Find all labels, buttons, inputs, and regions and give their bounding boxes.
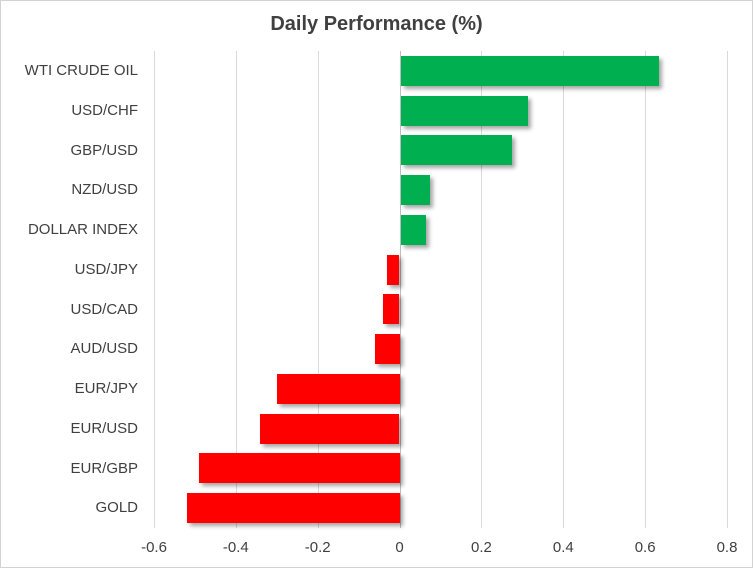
gridline [645,51,646,528]
negative-bar-usd-jpy [387,254,399,285]
positive-bar-usd-chf [401,95,528,126]
category-label: WTI CRUDE OIL [24,62,138,79]
x-tick-label: 0.2 [470,539,492,556]
x-tick-label: 0.4 [552,539,574,556]
x-tick-label: 0.6 [634,539,656,556]
category-label: USD/CHF [71,101,138,119]
negative-bar-eur-usd [260,413,399,444]
positive-bar-gbp-usd [401,135,512,166]
positive-bar-wti-crude-oil [401,55,659,86]
negative-bar-usd-cad [383,294,399,325]
zero-axis-line [400,51,401,528]
gridline [154,51,155,528]
category-label: DOLLAR INDEX [27,221,138,238]
negative-bar-eur-jpy [277,373,400,404]
x-tick-label: -0.6 [141,539,167,556]
category-label: NZD/USD [71,181,138,199]
category-label: GOLD [95,499,138,517]
gridline [727,51,728,528]
x-tick-label: 0.8 [716,539,738,556]
gridline [563,51,564,528]
category-label: EUR/GBP [70,459,138,477]
chart-title: Daily Performance (%) [270,13,483,35]
category-label: AUD/USD [70,340,138,358]
negative-bar-gold [187,493,400,524]
gridline [318,51,319,528]
gridline [481,51,482,528]
x-tick-label: -0.2 [304,539,331,556]
category-label: USD/JPY [74,260,138,278]
negative-bar-aud-usd [375,334,400,365]
x-tick-label: -0.4 [222,539,249,556]
category-label: EUR/JPY [74,380,138,397]
plot-area [154,51,728,528]
category-label: EUR/USD [70,419,138,437]
x-tick-label: 0 [395,539,404,556]
category-label: GBP/USD [70,141,138,159]
gridline [236,51,237,528]
negative-bar-eur-gbp [199,453,400,484]
positive-bar-nzd-usd [401,175,430,206]
positive-bar-dollar-index [401,214,426,245]
category-label: USD/CAD [70,300,138,318]
